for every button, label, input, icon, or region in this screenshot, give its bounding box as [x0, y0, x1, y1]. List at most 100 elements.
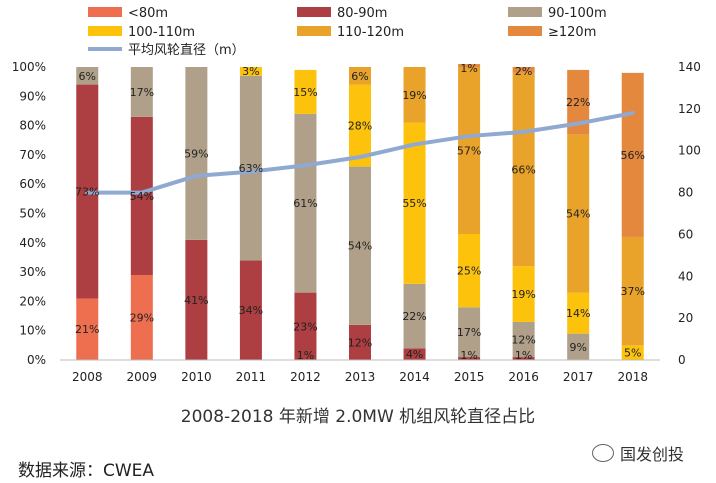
legend-label-line: 平均风轮直径（m）: [128, 43, 245, 58]
x-tick-2017: 2017: [563, 370, 594, 384]
bar-2017-4: [567, 134, 590, 293]
bar-2018-4: [621, 236, 644, 346]
data-label-2017-3: 22%: [566, 96, 590, 109]
data-label-2015-3: 57%: [457, 145, 481, 158]
legend-label-0: <80m: [128, 6, 168, 21]
bar-2013-2: [349, 166, 371, 325]
data-source: 数据来源：CWEA: [18, 461, 155, 481]
data-label-2016-2: 19%: [511, 288, 535, 301]
x-tick-2009: 2009: [127, 370, 158, 384]
y-right-tick: 120: [678, 102, 701, 116]
data-label-2010-1: 59%: [184, 147, 208, 160]
bar-2008-2: [76, 67, 99, 85]
data-label-2018-0: 5%: [624, 347, 641, 360]
bar-2016-2: [512, 321, 535, 358]
y-left-tick: 0%: [27, 353, 46, 367]
data-label-2008-1: 73%: [75, 186, 99, 199]
wechat-icon: [592, 444, 614, 462]
legend-label-1: 80-90m: [337, 6, 387, 21]
axes-layer: 0% 10% 20% 30% 40% 50% 60% 70% 80% 90% 100% 0 20 40 60…: [12, 60, 701, 384]
data-label-2009-2: 17%: [130, 86, 154, 99]
bar-2015-2: [458, 307, 481, 358]
bar-2017-5: [567, 69, 590, 135]
bar-2015-3: [458, 234, 481, 308]
bar-2012-2: [294, 113, 317, 293]
stacked-bar-chart: <80m 80-90m 90-100m 100-110m 110-120m ≥120m 平均…: [12, 6, 701, 384]
bar-2012-1: [294, 292, 317, 360]
bar-2013-4: [349, 67, 371, 85]
bar-2013-3: [349, 84, 371, 167]
bar-2014-4: [403, 67, 426, 123]
x-tick-2018: 2018: [617, 370, 648, 384]
bar-2015-4: [458, 67, 481, 235]
data-label-2016-0: 1%: [515, 349, 532, 362]
data-label-2018-2: 56%: [621, 149, 645, 162]
y-left-tick: 50%: [19, 207, 46, 221]
y-left-tick: 80%: [19, 119, 46, 133]
x-tick-2012: 2012: [290, 370, 321, 384]
bar-2014-1: [403, 348, 426, 360]
data-label-2015-1: 17%: [457, 326, 481, 339]
data-label-2014-3: 19%: [402, 89, 426, 102]
data-label-2012-3: 1%: [297, 349, 314, 362]
bar-2015-1: [458, 357, 481, 360]
x-tick-2011: 2011: [236, 370, 267, 384]
y-right-tick: 40: [678, 269, 693, 283]
bar-2015-5: [458, 64, 481, 67]
legend-label-5: ≥120m: [548, 25, 596, 40]
bar-2009-1: [130, 116, 153, 276]
bar-2017-2: [567, 333, 590, 360]
legend-label-3: 100-110m: [128, 25, 195, 40]
y-right-tick: 140: [678, 60, 701, 74]
legend-swatch-2: [508, 7, 542, 17]
data-label-2018-1: 37%: [621, 285, 645, 298]
legend: <80m 80-90m 90-100m 100-110m 110-120m ≥120m 平均…: [88, 6, 607, 58]
data-label-2012-1: 61%: [293, 197, 317, 210]
line-layer: [85, 111, 635, 195]
x-tick-2014: 2014: [399, 370, 430, 384]
y-left-tick: 90%: [19, 89, 46, 103]
bar-2011-1: [239, 260, 262, 360]
data-label-2017-1: 14%: [566, 307, 590, 320]
legend-swatch-0: [88, 7, 122, 17]
bar-2014-3: [403, 122, 426, 284]
legend-swatch-4: [297, 26, 331, 36]
x-tick-2010: 2010: [181, 370, 212, 384]
legend-label-2: 90-100m: [548, 6, 607, 21]
y-right-tick: 0: [678, 353, 686, 367]
data-label-2015-2: 25%: [457, 265, 481, 278]
data-label-2008-0: 21%: [75, 323, 99, 336]
x-tick-2015: 2015: [454, 370, 485, 384]
bar-2009-0: [130, 275, 153, 360]
y-left-tick: 20%: [19, 294, 46, 308]
y-left-tick: 100%: [12, 60, 46, 74]
bar-2011-2: [239, 75, 262, 261]
legend-swatch-5: [508, 26, 542, 36]
data-label-2014-2: 55%: [402, 197, 426, 210]
data-label-2011-2: 3%: [242, 65, 259, 78]
x-tick-2008: 2008: [72, 370, 103, 384]
bar-2009-2: [130, 67, 153, 117]
data-label-2017-2: 54%: [566, 208, 590, 221]
data-label-2010-0: 41%: [184, 294, 208, 307]
data-label-2015-0: 1%: [460, 349, 477, 362]
y-left-tick: 70%: [19, 148, 46, 162]
bar-2016-3: [512, 266, 535, 322]
data-label-2009-0: 29%: [130, 312, 154, 325]
watermark: 国发创投: [592, 441, 684, 465]
x-tick-2013: 2013: [345, 370, 376, 384]
data-label-2015-4: 1%: [460, 62, 477, 75]
avg-rotor-diameter-line: [85, 111, 635, 195]
data-label-2009-1: 54%: [130, 190, 154, 203]
legend-swatch-3: [88, 26, 122, 36]
data-label-2012-2: 15%: [293, 86, 317, 99]
y-left-tick: 60%: [19, 177, 46, 191]
data-label-2013-3: 6%: [351, 70, 368, 83]
data-label-2008-2: 6%: [79, 70, 96, 83]
data-label-2011-0: 34%: [239, 304, 263, 317]
data-label-2013-2: 28%: [348, 120, 372, 133]
data-label-2016-4: 2%: [515, 65, 532, 78]
y-right-tick: 80: [678, 186, 693, 200]
legend-label-4: 110-120m: [337, 25, 404, 40]
bar-2016-5: [512, 67, 535, 73]
